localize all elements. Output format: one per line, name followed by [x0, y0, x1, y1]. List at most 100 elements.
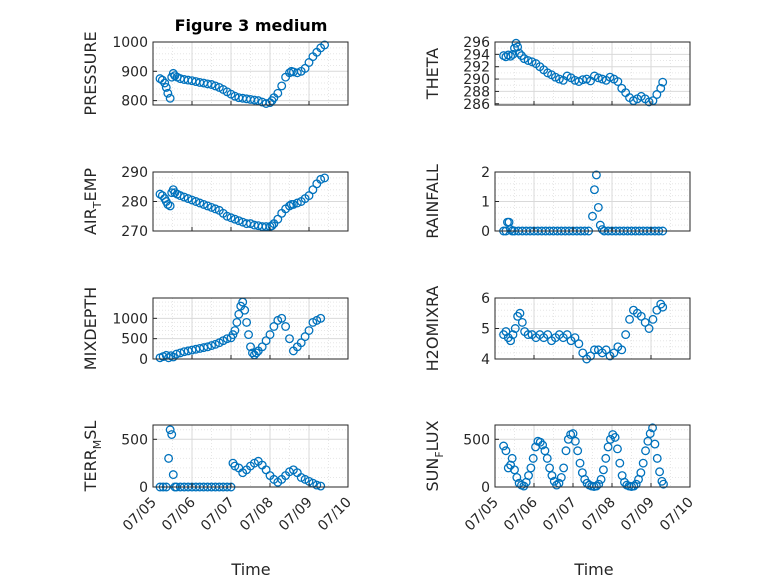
data-point	[160, 78, 170, 88]
data-point	[658, 77, 668, 87]
data-point	[222, 211, 232, 221]
data-point	[288, 199, 298, 209]
y-tick-label: 280	[121, 195, 148, 211]
data-point	[656, 83, 666, 93]
data-point	[234, 309, 244, 319]
subplot-4: 0 1 2 RAINFALL	[423, 164, 691, 240]
data-point	[601, 345, 611, 355]
y-axis-label: THETA	[423, 48, 442, 100]
data-point	[510, 324, 520, 333]
data-point	[195, 198, 205, 208]
data-point	[203, 201, 213, 211]
data-point	[244, 330, 253, 340]
data-point	[499, 441, 509, 451]
data-point	[167, 430, 177, 439]
axes-border	[152, 424, 349, 488]
data-point	[316, 481, 326, 491]
y-tick-label: 500	[121, 432, 148, 448]
y-tick-label: 500	[463, 432, 490, 448]
data-point	[316, 174, 326, 184]
y-tick-label: 0	[139, 352, 148, 368]
data-point	[163, 199, 173, 209]
data-point	[161, 82, 171, 92]
y-tick-label: 5	[481, 322, 490, 338]
data-point	[601, 453, 611, 463]
data-point	[249, 95, 259, 105]
y-tick-label: 2	[481, 165, 490, 181]
y-tick-label: 0	[139, 480, 148, 496]
data-point	[230, 91, 240, 101]
y-axis-label: SUNFLUX	[423, 420, 446, 491]
data-point	[640, 317, 650, 327]
data-point	[207, 341, 216, 351]
data-point	[613, 77, 623, 86]
data-point	[645, 429, 655, 439]
data-point	[596, 474, 606, 484]
data-point	[594, 479, 604, 489]
data-point	[655, 467, 665, 477]
data-point	[605, 434, 615, 444]
data-point	[155, 74, 165, 84]
data-point	[222, 334, 232, 344]
data-point	[636, 311, 646, 321]
data-point	[175, 348, 185, 358]
data-point	[648, 96, 658, 106]
data-point	[613, 444, 622, 454]
data-point	[277, 81, 287, 91]
subplot-5: 0 500 1000 MIXDEPTH	[81, 287, 349, 370]
axes-border	[494, 41, 691, 106]
axes-border	[152, 41, 349, 106]
y-tick-label: 292	[463, 60, 490, 76]
data-point	[561, 446, 571, 456]
data-point	[165, 201, 175, 211]
data-point	[625, 314, 634, 324]
data-point	[658, 302, 668, 312]
data-point	[246, 219, 255, 229]
data-point	[648, 423, 658, 433]
data-point	[300, 332, 310, 342]
data-point	[512, 473, 522, 482]
data-point	[570, 333, 580, 343]
data-point	[199, 199, 209, 209]
data-point	[296, 338, 306, 348]
data-point	[644, 324, 654, 333]
data-point	[175, 191, 185, 201]
data-point	[277, 313, 287, 323]
data-point	[506, 51, 516, 61]
data-point	[526, 463, 536, 473]
data-point	[226, 213, 236, 223]
subplot-6: 4 5 6 H2OMIXRA	[423, 286, 691, 372]
data-point	[610, 432, 620, 442]
data-point	[171, 349, 181, 359]
data-point	[578, 348, 588, 358]
data-point	[593, 202, 603, 212]
y-tick-label: 296	[463, 35, 490, 51]
data-point	[545, 463, 555, 473]
data-point	[247, 348, 257, 358]
x-axis-label-right: Time	[573, 560, 613, 579]
data-point	[508, 330, 518, 340]
y-tick-label: 800	[121, 94, 148, 110]
data-point	[273, 88, 283, 98]
y-tick-label: 900	[121, 64, 148, 80]
data-point	[251, 348, 261, 358]
data-point	[261, 336, 271, 346]
y-tick-label: 290	[463, 72, 490, 88]
data-point	[568, 429, 578, 439]
data-point	[203, 79, 213, 89]
subplot-1: 800 900 1000 PRESSURE	[81, 31, 349, 116]
data-point	[242, 317, 252, 327]
y-axis-label: H2OMIXRA	[423, 286, 442, 372]
data-point	[165, 93, 175, 103]
data-point	[312, 480, 322, 490]
figure-title: Figure 3 medium	[175, 16, 328, 35]
data-point	[320, 40, 330, 50]
y-tick-label: 0	[481, 480, 490, 496]
data-point	[514, 48, 524, 58]
data-point	[575, 458, 585, 468]
data-point	[542, 453, 552, 463]
data-point	[586, 351, 595, 361]
data-point	[234, 216, 244, 226]
